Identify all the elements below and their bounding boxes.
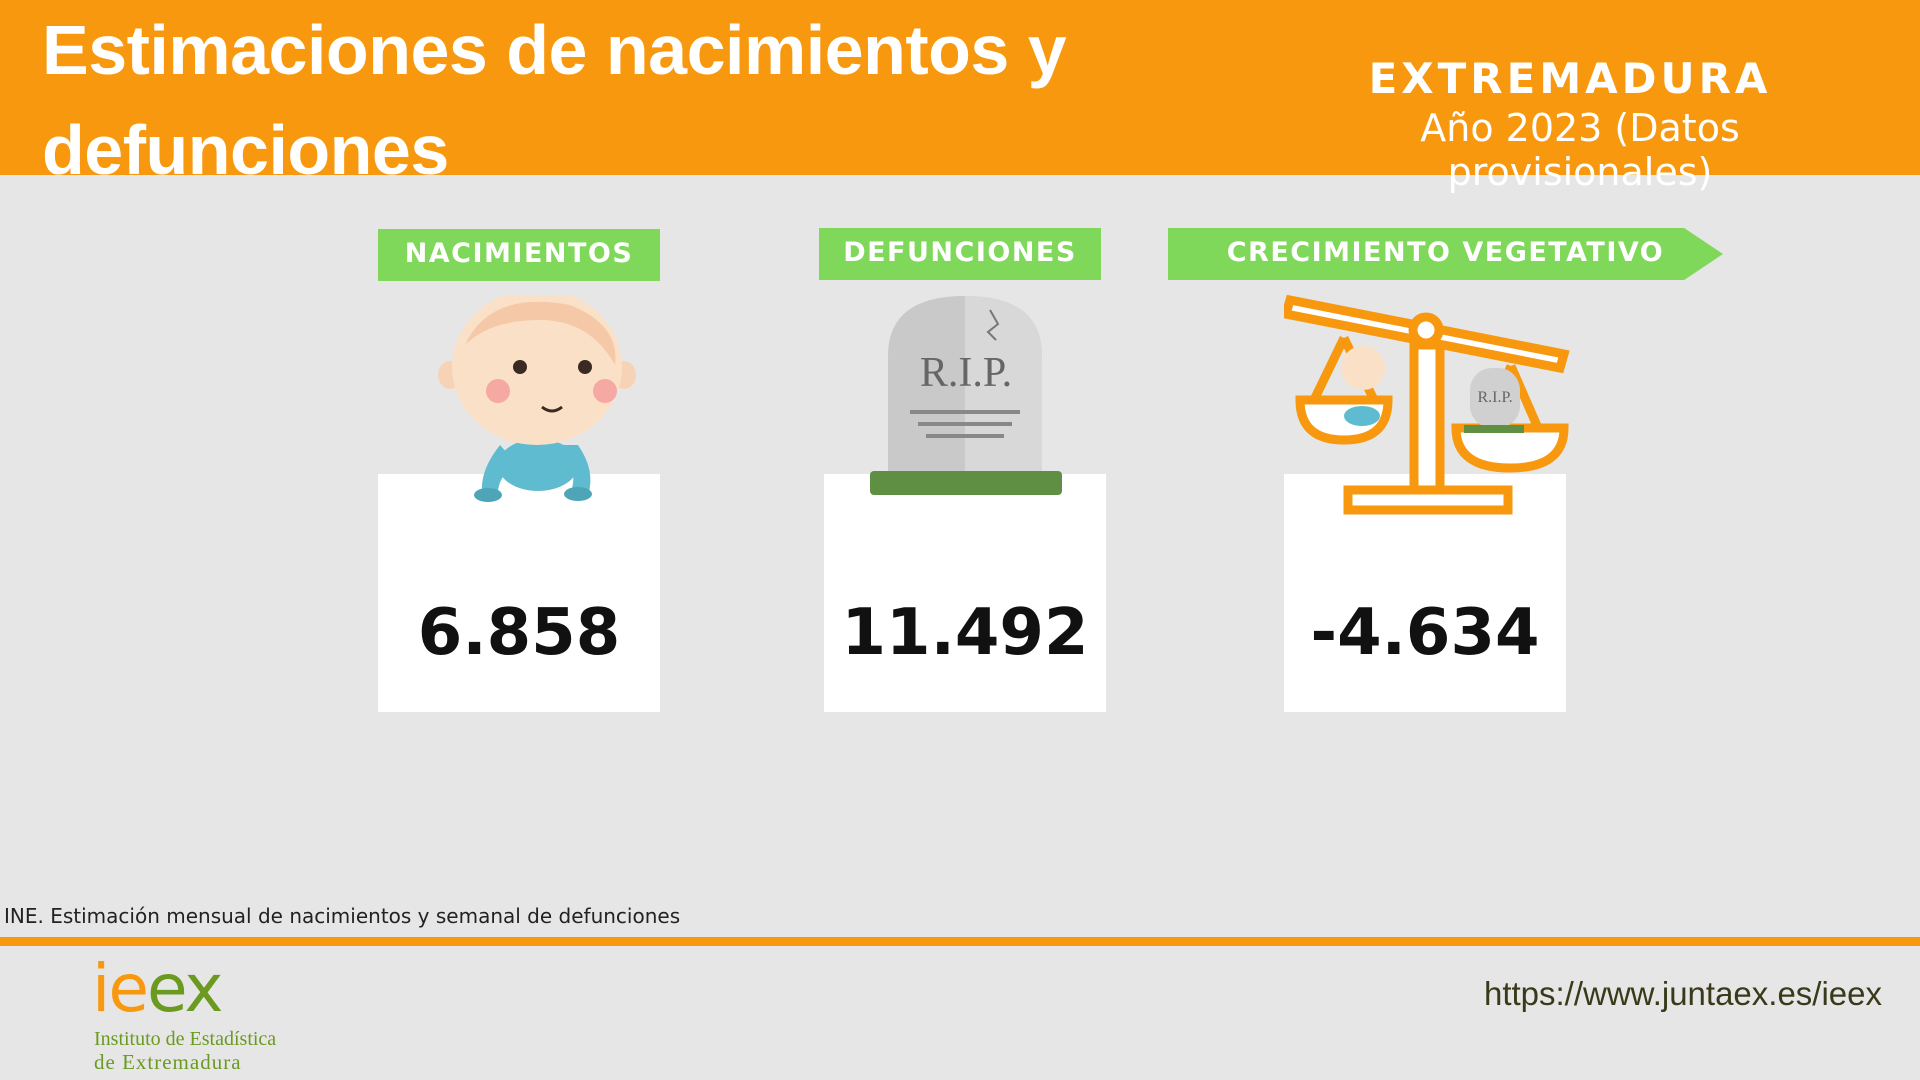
website-link[interactable]: https://www.juntaex.es/ieex — [1483, 975, 1882, 1012]
source-note: INE. Estimación mensual de nacimientos y… — [4, 904, 681, 928]
logo-mark: ieex — [92, 950, 223, 1027]
label-crecimiento-vegetativo: CRECIMIENTO VEGETATIVO — [1168, 228, 1723, 280]
value-crecimiento: -4.634 — [1310, 596, 1540, 670]
logo-line2: de Extremadura — [94, 1050, 242, 1074]
card-defunciones — [824, 474, 1106, 712]
header-bar: Estimaciones de nacimientos y defuncione… — [0, 0, 1920, 194]
tombstone-icon: R.I.P. — [870, 296, 1062, 495]
footer-divider — [0, 937, 1920, 946]
scale-tombstone-text: R.I.P. — [1477, 389, 1512, 406]
period-subtitle: Año 2023 (Datos provisionales) — [1420, 106, 1740, 194]
balance-scale-icon: R.I.P. — [1284, 294, 1570, 515]
region-name: EXTREMADURA — [1368, 54, 1772, 103]
label-nacimientos: NACIMIENTOS — [378, 229, 660, 281]
card-nacimientos — [378, 474, 660, 712]
value-defunciones: 11.492 — [841, 596, 1089, 670]
ieex-logo: ieex Instituto de Estadística de Extrema… — [90, 950, 350, 1075]
crawling-baby-icon — [438, 295, 636, 502]
page-title: Estimaciones de nacimientos y defuncione… — [42, 11, 1067, 189]
value-nacimientos: 6.858 — [417, 596, 621, 670]
logo-line1: Instituto de Estadística — [94, 1028, 277, 1050]
label-defunciones: DEFUNCIONES — [819, 228, 1101, 280]
tombstone-text: R.I.P. — [920, 350, 1012, 396]
